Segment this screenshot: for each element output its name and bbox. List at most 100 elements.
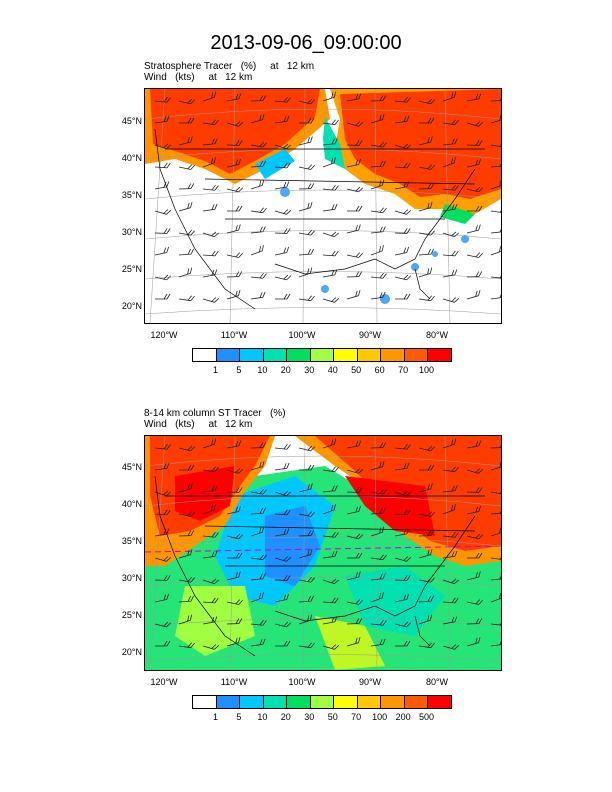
colorbar-label: 200	[395, 712, 411, 722]
wind-barb	[226, 468, 244, 474]
colorbar-label: 100	[419, 365, 435, 375]
wind-barb	[275, 640, 291, 647]
wind-barb	[418, 98, 436, 105]
wind-barb	[250, 507, 266, 515]
wind-barb	[322, 231, 340, 238]
wind-barb	[394, 575, 411, 581]
wind-barb	[370, 554, 387, 561]
colorbar-label: 30	[304, 712, 315, 722]
wind-barb	[418, 548, 433, 559]
wind-barb	[418, 511, 436, 517]
wind-barb	[178, 267, 193, 278]
wind-barb	[322, 157, 336, 168]
panel2-title: 8-14 km column ST Tracer (%)	[144, 408, 286, 419]
wind-barb	[490, 273, 501, 279]
wind-barb	[154, 621, 172, 628]
colorbar-swatch	[334, 349, 358, 361]
colorbar-label: 30	[304, 365, 315, 375]
colorbar-label: 500	[419, 712, 435, 722]
wind-barb	[322, 269, 338, 278]
panel1-lat-label: 35°N	[121, 190, 142, 200]
wind-barb	[490, 573, 501, 581]
wind-barb	[154, 556, 172, 562]
wind-barb	[250, 160, 266, 168]
wind-barb	[274, 575, 291, 581]
wind-barb	[466, 140, 483, 146]
wind-barb	[226, 289, 241, 300]
wind-barb	[322, 597, 339, 604]
wind-barb	[370, 95, 387, 102]
wind-barb	[322, 138, 338, 146]
colorbar-label: 70	[398, 365, 409, 375]
colorbar-label: 20	[280, 365, 291, 375]
panel2-lat-label: 45°N	[121, 462, 142, 472]
wind-barb	[322, 550, 338, 559]
panel1-subtitle: Wind (kts) at 12 km	[144, 72, 253, 83]
wind-barb	[346, 618, 363, 625]
wind-barb	[250, 526, 265, 537]
wind-barb	[370, 592, 384, 603]
wind-barb	[274, 162, 291, 169]
panel2-lon-label: 80°W	[425, 677, 449, 687]
wind-barb	[226, 121, 244, 127]
colorbar-swatch	[310, 349, 335, 361]
wind-barb	[178, 201, 193, 212]
wind-barb	[490, 638, 501, 647]
wind-barb	[178, 576, 195, 583]
colorbar-swatch	[428, 696, 452, 708]
wind-barb	[178, 483, 193, 493]
wind-barb	[346, 468, 364, 474]
wind-barb	[250, 113, 265, 124]
wind-barb	[178, 229, 195, 236]
wind-barb	[322, 504, 336, 515]
wind-barb	[394, 115, 410, 124]
panel1-lon-label: 90°W	[358, 330, 382, 340]
colorbar-swatch	[287, 349, 311, 361]
wind-barb	[274, 274, 292, 281]
wind-barb	[179, 117, 195, 124]
wind-barb	[226, 93, 242, 102]
wind-barb	[466, 224, 481, 234]
wind-barb	[467, 205, 483, 212]
wind-barb	[370, 273, 387, 279]
wind-barb	[442, 578, 460, 585]
wind-barb	[347, 552, 363, 559]
wind-barb	[202, 597, 219, 604]
wind-barb	[418, 595, 434, 603]
wind-barb	[202, 616, 218, 625]
wind-barb	[346, 636, 361, 647]
wind-barb	[490, 507, 501, 515]
colorbar-label: 40	[327, 365, 338, 375]
wind-barb	[227, 205, 243, 212]
wind-barb	[202, 485, 218, 493]
wind-barb	[490, 113, 501, 124]
wind-barb	[274, 115, 290, 124]
wind-barb	[466, 121, 484, 127]
colorbar-label: 10	[257, 712, 268, 722]
wind-barb	[250, 460, 265, 471]
wind-barb	[226, 487, 243, 493]
colorbar-label: 100	[372, 712, 388, 722]
wind-barb	[298, 295, 315, 302]
wind-barb	[370, 179, 385, 190]
wind-barb	[250, 620, 267, 626]
wind-barb	[298, 530, 315, 537]
wind-barb	[202, 532, 219, 538]
colorbar-swatch	[193, 696, 217, 708]
wind-barb	[154, 143, 172, 150]
wind-barb	[202, 269, 218, 278]
wind-barb	[298, 445, 316, 452]
wind-barb	[466, 93, 482, 102]
wind-barb	[274, 181, 290, 190]
wind-barb	[299, 117, 315, 124]
wind-barb	[490, 160, 501, 168]
wind-barb	[394, 97, 411, 103]
wind-barb	[322, 297, 340, 303]
colorbar-label: 60	[374, 365, 385, 375]
wind-barb	[322, 466, 339, 473]
wind-barb	[322, 250, 339, 257]
wind-barb	[418, 530, 435, 537]
wind-barb	[490, 442, 501, 449]
wind-barb	[395, 293, 411, 300]
wind-barb	[154, 246, 170, 256]
